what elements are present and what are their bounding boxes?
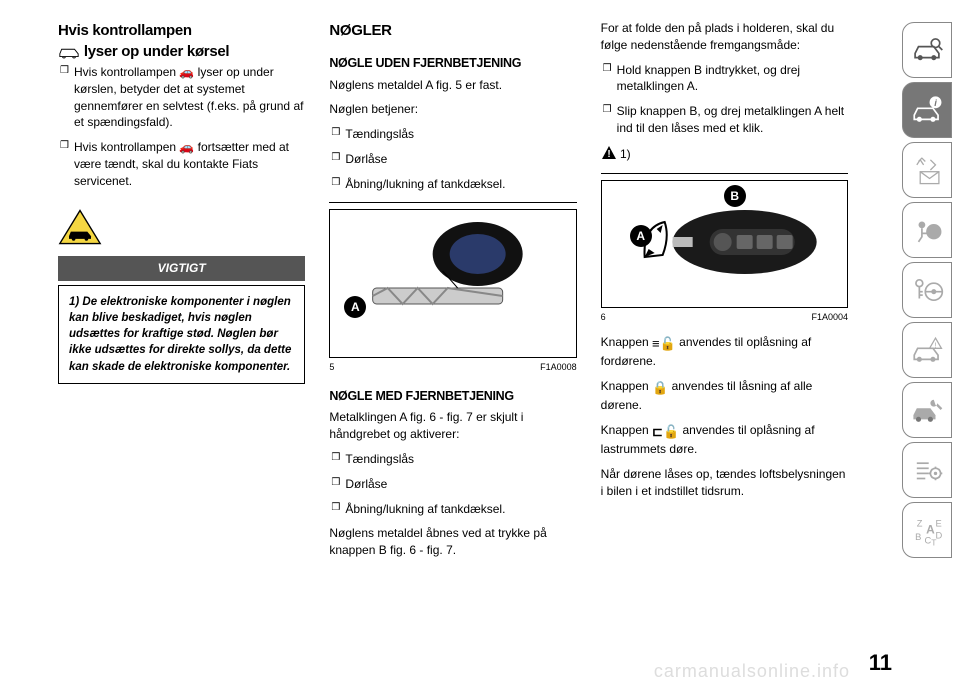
important-label: VIGTIGT bbox=[58, 256, 305, 281]
col1-heading: Hvis kontrollampen lyser op under kørsel bbox=[58, 20, 305, 62]
badge-b: B bbox=[724, 185, 746, 207]
fig-number: 5 bbox=[329, 361, 334, 374]
car-outline-icon bbox=[58, 45, 80, 59]
svg-text:A: A bbox=[926, 522, 935, 536]
list-item: Tændingslås bbox=[331, 126, 576, 143]
paragraph: Nøglen betjener: bbox=[329, 101, 576, 118]
tab-warning[interactable]: ! bbox=[902, 322, 952, 378]
svg-text:B: B bbox=[915, 532, 921, 542]
paragraph: Metalklingen A fig. 6 - fig. 7 er skjult… bbox=[329, 409, 576, 443]
figure-5-caption: 5 F1A0008 bbox=[329, 361, 576, 374]
paragraph: Nøglens metaldel åbnes ved at trykke på … bbox=[329, 525, 576, 559]
badge-a: A bbox=[630, 225, 652, 247]
svg-text:i: i bbox=[934, 98, 937, 108]
airbag-icon bbox=[910, 213, 944, 247]
column-1: Hvis kontrollampen lyser op under kørsel… bbox=[58, 20, 305, 660]
list-item: Hold knappen B indtrykket, og drej metal… bbox=[603, 62, 848, 96]
col2-list1: Tændingslås Dørlåse Åbning/lukning af ta… bbox=[329, 126, 576, 192]
fig-code: F1A0004 bbox=[811, 311, 848, 324]
fig-code: F1A0008 bbox=[540, 361, 577, 374]
list-item: Åbning/lukning af tankdæksel. bbox=[331, 176, 576, 193]
figure-5: A bbox=[329, 209, 576, 358]
col2-sub2: NØGLE MED FJERNBETJENING bbox=[329, 388, 576, 406]
divider bbox=[329, 202, 576, 203]
warning-icon: ! bbox=[601, 145, 617, 160]
unlock-front-icon: ≡🔓 bbox=[652, 335, 676, 353]
col2-list2: Tændingslås Dørlåse Åbning/lukning af ta… bbox=[329, 451, 576, 517]
car-search-icon bbox=[910, 33, 944, 67]
divider bbox=[601, 173, 848, 174]
tab-airbag[interactable] bbox=[902, 202, 952, 258]
key-wheel-icon bbox=[910, 273, 944, 307]
tab-service[interactable] bbox=[902, 382, 952, 438]
list-item: Åbning/lukning af tankdæksel. bbox=[331, 501, 576, 518]
col1-bullets: Hvis kontrollampen 🚗 lyser op under kørs… bbox=[58, 64, 305, 190]
svg-text:D: D bbox=[936, 531, 943, 541]
svg-text:E: E bbox=[936, 519, 942, 529]
page-number: 11 bbox=[869, 650, 892, 676]
paragraph: Knappen 🔒 anvendes til låsning af alle d… bbox=[601, 378, 848, 414]
column-2: NØGLER NØGLE UDEN FJERNBETJENING Nøglens… bbox=[329, 20, 576, 660]
note-text: 1) bbox=[620, 147, 631, 161]
key-illustration bbox=[336, 216, 569, 346]
paragraph: Når dørene låses op, tændes loftsbelysni… bbox=[601, 466, 848, 500]
list-item: Slip knappen B, og drej metalklingen A h… bbox=[603, 103, 848, 137]
figure-6: A B bbox=[601, 180, 848, 309]
paragraph: Nøglens metaldel A fig. 5 er fast. bbox=[329, 77, 576, 94]
tab-settings[interactable] bbox=[902, 442, 952, 498]
svg-text:Z: Z bbox=[917, 519, 923, 529]
car-info-icon: i bbox=[910, 93, 944, 127]
list-item: Dørlåse bbox=[331, 476, 576, 493]
tab-key-steering[interactable] bbox=[902, 262, 952, 318]
col1-heading-line1: Hvis kontrollampen bbox=[58, 22, 192, 39]
col1-heading-line2: lyser op under kørsel bbox=[84, 43, 229, 60]
page-columns: Hvis kontrollampen lyser op under kørsel… bbox=[58, 20, 848, 660]
paragraph: For at folde den på plads i holderen, sk… bbox=[601, 20, 848, 54]
col2-heading: NØGLER bbox=[329, 20, 576, 41]
important-box: 1) De elektroniske komponenter i nøglen … bbox=[58, 285, 305, 383]
col2-sub1: NØGLE UDEN FJERNBETJENING bbox=[329, 55, 576, 73]
column-3: For at folde den på plads i holderen, sk… bbox=[601, 20, 848, 660]
alphabet-icon: ZEBCDAT bbox=[910, 513, 944, 547]
car-wrench-icon bbox=[910, 393, 944, 427]
tab-info[interactable]: i bbox=[902, 82, 952, 138]
sidebar-tabs: i ! ZEBCDAT bbox=[902, 22, 952, 558]
warning-note: ! 1) bbox=[601, 145, 848, 163]
tab-lights[interactable] bbox=[902, 142, 952, 198]
fig-number: 6 bbox=[601, 311, 606, 324]
car-warning-icon: ! bbox=[910, 333, 944, 367]
unlock-cargo-icon: ⊏🔓 bbox=[652, 423, 679, 441]
figure-6-caption: 6 F1A0004 bbox=[601, 311, 848, 324]
svg-text:!: ! bbox=[607, 149, 610, 160]
list-item: Dørlåse bbox=[331, 151, 576, 168]
list-item: Hvis kontrollampen 🚗 fortsætter med at v… bbox=[60, 139, 305, 189]
list-item: Tændingslås bbox=[331, 451, 576, 468]
tab-index[interactable]: ZEBCDAT bbox=[902, 502, 952, 558]
lock-icon: 🔒 bbox=[652, 379, 668, 397]
lights-mail-icon bbox=[910, 153, 944, 187]
list-gear-icon bbox=[910, 453, 944, 487]
tab-search-car[interactable] bbox=[902, 22, 952, 78]
paragraph: Knappen ≡🔓 anvendes til oplåsning af for… bbox=[601, 334, 848, 370]
col3-list: Hold knappen B indtrykket, og drej metal… bbox=[601, 62, 848, 137]
list-item: Hvis kontrollampen 🚗 lyser op under kørs… bbox=[60, 64, 305, 131]
watermark: carmanualsonline.info bbox=[654, 661, 850, 682]
paragraph: Knappen ⊏🔓 anvendes til oplåsning af las… bbox=[601, 422, 848, 458]
svg-text:!: ! bbox=[934, 340, 936, 349]
warning-triangle-icon bbox=[58, 208, 102, 246]
svg-text:T: T bbox=[931, 537, 936, 547]
